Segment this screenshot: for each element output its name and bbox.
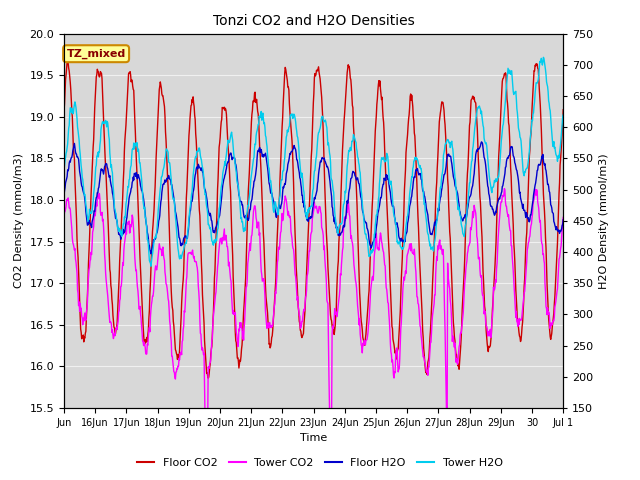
Floor H2O <box>355 180 362 186</box>
Line: Tower H2O: Tower H2O <box>64 57 563 266</box>
Floor CO2 <box>543 281 551 287</box>
Tower H2O <box>60 168 68 173</box>
Floor CO2 <box>355 275 363 281</box>
X-axis label: Time: Time <box>300 433 327 443</box>
Floor CO2 <box>60 109 68 115</box>
Tower CO2 <box>536 214 543 220</box>
Tower CO2 <box>84 281 92 287</box>
Floor H2O <box>147 251 155 257</box>
Y-axis label: H2O Density (mmol/m3): H2O Density (mmol/m3) <box>599 153 609 288</box>
Tower H2O <box>535 73 543 79</box>
Floor H2O <box>559 217 567 223</box>
Line: Floor CO2: Floor CO2 <box>64 62 563 378</box>
Tower H2O <box>84 218 92 224</box>
Line: Tower CO2: Tower CO2 <box>64 189 563 425</box>
Tower CO2 <box>60 214 68 220</box>
Floor H2O <box>154 230 161 236</box>
Title: Tonzi CO2 and H2O Densities: Tonzi CO2 and H2O Densities <box>212 14 415 28</box>
Floor CO2 <box>84 261 92 266</box>
Y-axis label: CO2 Density (mmol/m3): CO2 Density (mmol/m3) <box>14 153 24 288</box>
Floor H2O <box>268 190 276 196</box>
Tower CO2 <box>543 312 551 318</box>
Text: TZ_mixed: TZ_mixed <box>67 48 125 59</box>
Floor H2O <box>60 192 68 198</box>
Floor CO2 <box>268 333 276 339</box>
Floor CO2 <box>204 375 212 381</box>
Tower H2O <box>147 264 155 269</box>
Tower H2O <box>559 112 567 118</box>
Tower H2O <box>268 190 276 195</box>
Tower H2O <box>540 54 547 60</box>
Tower CO2 <box>268 323 276 328</box>
Floor CO2 <box>536 85 543 91</box>
Legend: Floor CO2, Tower CO2, Floor H2O, Tower H2O: Floor CO2, Tower CO2, Floor H2O, Tower H… <box>133 453 507 472</box>
Tower CO2 <box>355 314 362 320</box>
Tower H2O <box>355 160 362 166</box>
Floor H2O <box>84 222 92 228</box>
Line: Floor H2O: Floor H2O <box>64 142 563 254</box>
Tower CO2 <box>500 186 508 192</box>
Floor CO2 <box>154 131 161 137</box>
Floor CO2 <box>63 59 71 65</box>
Tower CO2 <box>202 422 209 428</box>
Tower H2O <box>543 82 551 87</box>
Tower H2O <box>154 224 161 229</box>
Floor H2O <box>536 162 543 168</box>
Tower CO2 <box>153 267 161 273</box>
Floor H2O <box>477 139 485 145</box>
Floor H2O <box>543 176 551 182</box>
Tower CO2 <box>559 215 567 220</box>
Floor CO2 <box>559 107 567 112</box>
